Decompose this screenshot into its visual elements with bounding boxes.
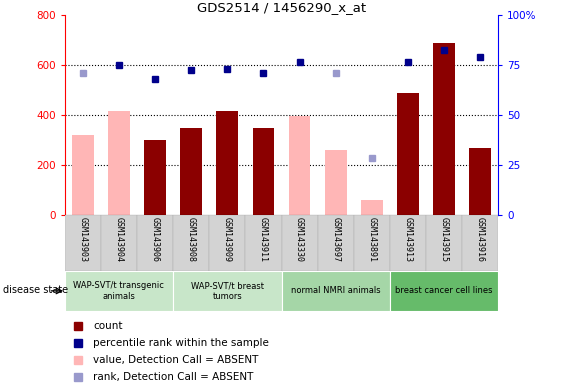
Bar <box>101 215 137 271</box>
Text: breast cancer cell lines: breast cancer cell lines <box>395 286 493 295</box>
Text: GSM143904: GSM143904 <box>114 217 123 262</box>
Bar <box>108 111 129 215</box>
Bar <box>354 215 390 271</box>
Text: GSM143903: GSM143903 <box>78 217 87 262</box>
Bar <box>282 271 390 311</box>
Text: GSM143906: GSM143906 <box>150 217 159 262</box>
Bar <box>289 116 310 215</box>
Text: GSM143909: GSM143909 <box>223 217 232 262</box>
Text: GSM143916: GSM143916 <box>476 217 485 262</box>
Bar <box>397 93 419 215</box>
Bar <box>282 215 318 271</box>
Bar <box>180 127 202 215</box>
Bar <box>216 111 238 215</box>
Text: GSM143908: GSM143908 <box>187 217 196 262</box>
Bar <box>426 215 462 271</box>
Text: GSM143915: GSM143915 <box>440 217 449 262</box>
Bar <box>65 271 173 311</box>
Text: GSM143330: GSM143330 <box>295 217 304 262</box>
Bar <box>470 148 491 215</box>
Text: WAP-SVT/t breast
tumors: WAP-SVT/t breast tumors <box>191 281 264 301</box>
Bar <box>137 215 173 271</box>
Title: GDS2514 / 1456290_x_at: GDS2514 / 1456290_x_at <box>197 1 366 14</box>
Bar <box>390 215 426 271</box>
Bar <box>325 150 347 215</box>
Bar <box>318 215 354 271</box>
Bar <box>361 200 383 215</box>
Bar <box>253 127 274 215</box>
Bar <box>209 215 245 271</box>
Bar <box>65 215 101 271</box>
Text: count: count <box>93 321 122 331</box>
Bar <box>173 215 209 271</box>
Text: GSM143911: GSM143911 <box>259 217 268 262</box>
Bar <box>245 215 282 271</box>
Text: rank, Detection Call = ABSENT: rank, Detection Call = ABSENT <box>93 372 253 382</box>
Text: GSM143913: GSM143913 <box>404 217 413 262</box>
Bar <box>173 271 282 311</box>
Text: GSM143891: GSM143891 <box>367 217 376 262</box>
Text: WAP-SVT/t transgenic
animals: WAP-SVT/t transgenic animals <box>74 281 164 301</box>
Bar <box>462 215 498 271</box>
Text: normal NMRI animals: normal NMRI animals <box>291 286 381 295</box>
Bar <box>390 271 498 311</box>
Bar <box>72 135 93 215</box>
Text: disease state: disease state <box>3 285 68 295</box>
Bar <box>434 43 455 215</box>
Text: value, Detection Call = ABSENT: value, Detection Call = ABSENT <box>93 355 258 365</box>
Bar <box>144 140 166 215</box>
Text: percentile rank within the sample: percentile rank within the sample <box>93 338 269 348</box>
Text: GSM143697: GSM143697 <box>331 217 340 262</box>
